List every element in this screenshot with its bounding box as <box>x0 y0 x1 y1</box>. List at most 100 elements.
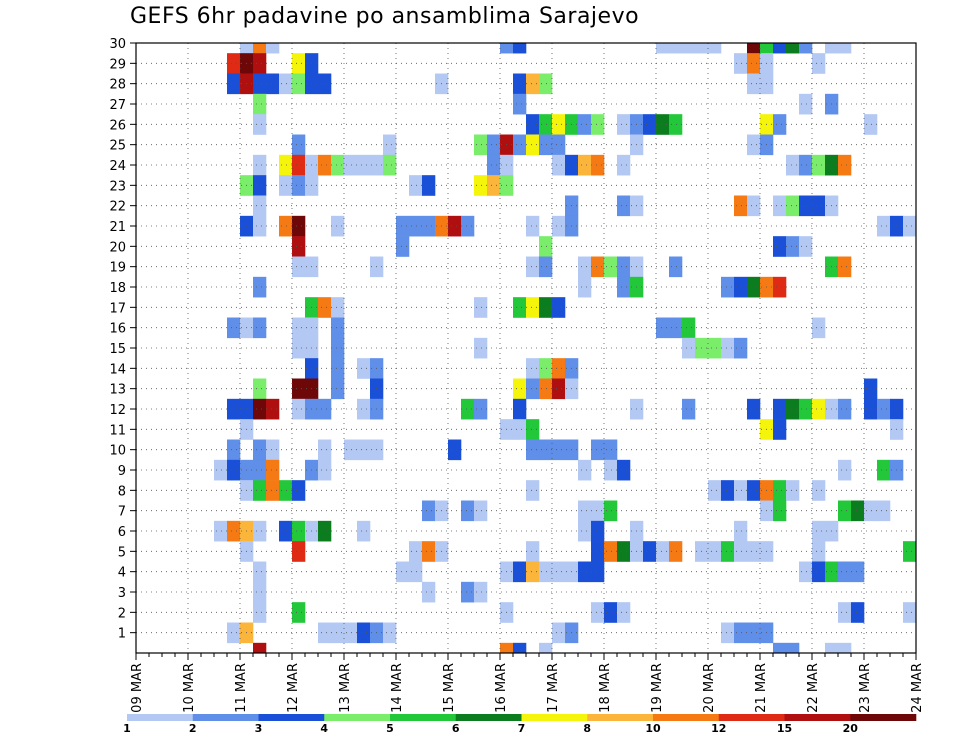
y-tick-label: 29 <box>109 57 126 72</box>
legend-swatch <box>192 714 259 721</box>
heatmap-cell <box>292 378 306 400</box>
y-axis: 1234567891011121314151617181920212223242… <box>109 37 136 642</box>
heatmap-cell <box>721 480 735 501</box>
heatmap-cell <box>318 622 332 644</box>
heatmap-cell <box>656 114 670 135</box>
heatmap-cell <box>578 276 592 298</box>
heatmap-cell <box>747 195 761 217</box>
heatmap-cell <box>318 297 332 318</box>
heatmap-cell <box>786 236 800 257</box>
y-tick-label: 16 <box>109 322 126 337</box>
heatmap-cell <box>474 500 488 522</box>
heatmap-cell <box>877 215 891 237</box>
y-tick-label: 28 <box>109 78 126 93</box>
heatmap-cell <box>318 398 332 420</box>
heatmap-cell <box>747 73 761 95</box>
heatmap-cell <box>448 439 462 461</box>
x-tick-label: 23 MAR <box>858 663 873 713</box>
heatmap-cell <box>526 419 540 440</box>
heatmap-cell <box>617 541 631 562</box>
legend-label: 10 <box>645 722 661 735</box>
heatmap-cell <box>552 134 566 156</box>
y-tick-label: 3 <box>118 586 126 601</box>
heatmap-cell <box>864 378 878 400</box>
heatmap-cell <box>409 561 423 583</box>
heatmap-cell <box>227 459 241 481</box>
heatmap-cell <box>539 114 553 135</box>
heatmap-cell <box>253 581 267 603</box>
chart-title: GEFS 6hr padavine po ansamblima Sarajevo <box>130 4 640 29</box>
legend-swatch <box>653 714 720 721</box>
heatmap-cell <box>656 541 670 562</box>
heatmap-cell <box>773 500 787 522</box>
y-tick-label: 25 <box>109 139 126 154</box>
heatmap-cell <box>812 317 826 339</box>
heatmap-cell <box>292 53 306 74</box>
heatmap-cell <box>656 317 670 339</box>
heatmap-cell <box>474 581 488 603</box>
heatmap-cell <box>552 114 566 135</box>
heatmap-cell <box>604 459 618 481</box>
heatmap-cell <box>357 439 371 461</box>
x-tick-label: 19 MAR <box>650 663 665 713</box>
y-tick-label: 8 <box>118 484 126 499</box>
heatmap-cell <box>253 642 267 653</box>
heatmap-cell <box>331 297 345 318</box>
heatmap-cell <box>292 215 306 237</box>
heatmap-cell <box>526 114 540 135</box>
heatmap-cell <box>513 419 527 440</box>
heatmap-cell <box>812 53 826 74</box>
heatmap-cell <box>708 43 722 54</box>
heatmap-cell <box>461 581 475 603</box>
heatmap-cell <box>422 175 436 196</box>
heatmap-cell <box>487 154 501 176</box>
legend-swatch <box>455 714 522 721</box>
heatmap-cell <box>682 317 696 339</box>
heatmap-cell <box>734 520 748 542</box>
heatmap-cell <box>396 561 410 583</box>
heatmap-cell <box>253 175 267 196</box>
legend-swatch <box>258 714 325 721</box>
heatmap-cell <box>643 541 657 562</box>
heatmap-cell <box>383 134 397 156</box>
legend-label: 20 <box>843 722 859 735</box>
legend-label: 2 <box>189 722 197 735</box>
heatmap-cell <box>279 215 293 237</box>
heatmap-cell <box>279 175 293 196</box>
heatmap-cell <box>526 439 540 461</box>
heatmap-cell <box>227 520 241 542</box>
heatmap-cell <box>721 622 735 644</box>
heatmap-cell <box>292 317 306 339</box>
y-tick-label: 22 <box>109 200 126 215</box>
y-tick-label: 12 <box>109 403 126 418</box>
heatmap-cell <box>552 378 566 400</box>
heatmap-cell <box>422 541 436 562</box>
heatmap-cell <box>799 561 813 583</box>
heatmap-cell <box>214 459 228 481</box>
heatmap-cell <box>318 73 332 95</box>
heatmap-cell <box>513 73 527 95</box>
heatmap-cell <box>526 215 540 237</box>
x-tick-label: 11 MAR <box>234 663 249 713</box>
heatmap-cell <box>500 642 514 653</box>
heatmap-cell <box>695 43 709 54</box>
heatmap-cell <box>396 236 410 257</box>
heatmap-cell <box>708 541 722 562</box>
heatmap-cell <box>851 561 865 583</box>
heatmap-cell <box>266 43 280 54</box>
y-tick-label: 20 <box>109 240 126 255</box>
heatmap-cell <box>292 154 306 176</box>
x-tick-label: 16 MAR <box>494 663 509 713</box>
legend-swatch <box>718 714 785 721</box>
heatmap-cell <box>526 256 540 278</box>
heatmap-cell <box>747 134 761 156</box>
heatmap-cell <box>838 398 852 420</box>
heatmap-cell <box>877 459 891 481</box>
heatmap-cell <box>617 602 631 623</box>
heatmap-cell <box>253 439 267 461</box>
legend-label: 5 <box>386 722 394 735</box>
heatmap-cell <box>474 175 488 196</box>
heatmap-cell <box>773 419 787 440</box>
heatmap-cell <box>279 154 293 176</box>
heatmap-cell <box>253 561 267 583</box>
